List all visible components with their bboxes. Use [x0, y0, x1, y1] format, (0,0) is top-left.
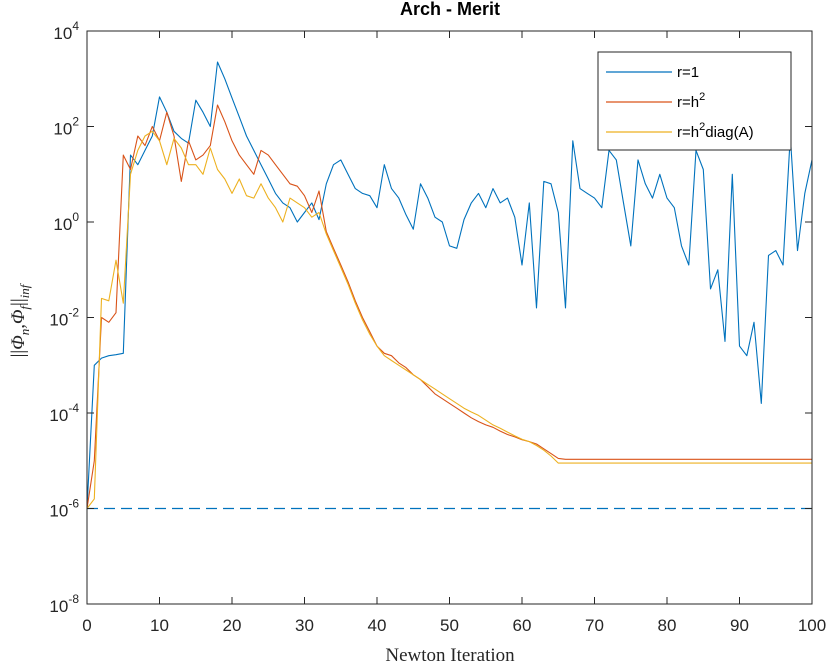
legend: r=1 r=h2 r=h2diag(A): [597, 51, 792, 151]
chart-title: Arch - Merit: [400, 0, 500, 19]
y-tick-label: 10-2: [49, 306, 79, 330]
legend-label-r1: r=1: [677, 64, 699, 81]
x-tick-label: 70: [585, 616, 604, 635]
series-line-rh2diag: [86, 130, 812, 509]
x-tick-label: 50: [440, 616, 459, 635]
legend-label-rh2: r=h2: [677, 91, 705, 111]
legend-label-rh2diag: r=h2diag(A): [677, 121, 754, 141]
y-tick-label: 10-4: [49, 401, 79, 425]
x-axis-label: Newton Iteration: [385, 645, 515, 665]
y-tick-label: 100: [53, 210, 79, 234]
x-tick-label: 90: [730, 616, 749, 635]
x-tick-label: 100: [798, 616, 826, 635]
series-line-r1: [86, 61, 813, 509]
x-tick-label: 40: [368, 616, 387, 635]
x-tick-label: 10: [150, 616, 169, 635]
x-tick-label: 30: [295, 616, 314, 635]
y-tick-label: 10-6: [49, 497, 79, 521]
x-tick-label: 60: [513, 616, 532, 635]
y-tick-label: 104: [53, 19, 79, 43]
x-tick-label: 80: [658, 616, 677, 635]
x-tick-label: 0: [82, 616, 91, 635]
x-tick-label: 20: [223, 616, 242, 635]
legend-box: [597, 51, 792, 151]
y-tick-label: 102: [53, 115, 79, 139]
y-tick-label: 10-8: [49, 592, 79, 616]
series-line-rh2: [86, 104, 812, 509]
y-axis-label: ||Φn,Φf||inf: [8, 282, 32, 357]
